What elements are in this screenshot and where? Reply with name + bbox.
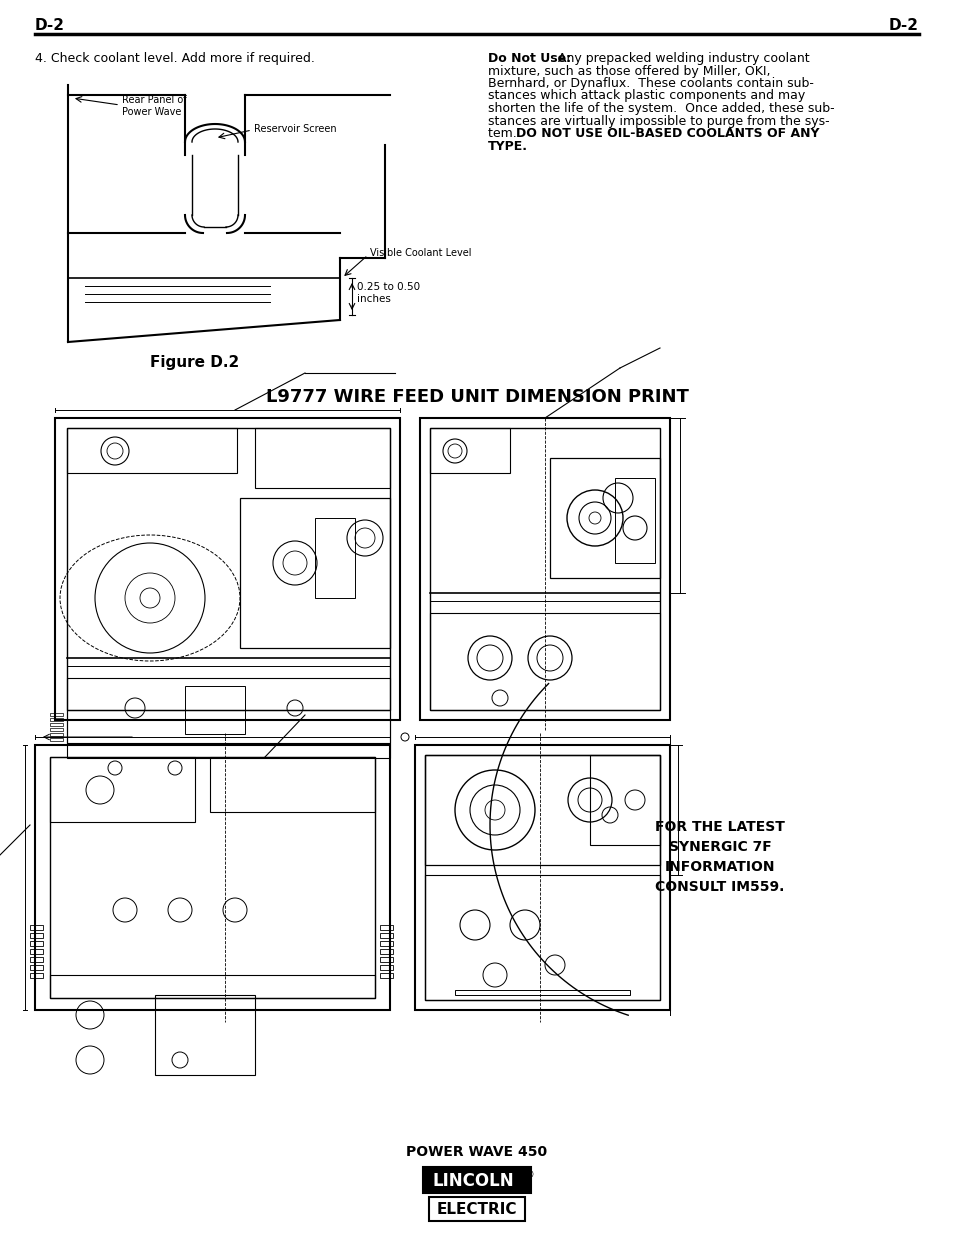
Bar — [455, 990, 629, 995]
Text: shorten the life of the system.  Once added, these sub-: shorten the life of the system. Once add… — [488, 103, 834, 115]
Bar — [379, 948, 393, 953]
Bar — [67, 678, 390, 743]
Bar — [50, 757, 194, 823]
Text: Bernhard, or Dynaflux.  These coolants contain sub-: Bernhard, or Dynaflux. These coolants co… — [488, 77, 813, 90]
Bar — [314, 517, 355, 598]
Bar — [30, 948, 43, 953]
Text: Do Not Use:: Do Not Use: — [488, 52, 571, 65]
Text: ELECTRIC: ELECTRIC — [436, 1203, 517, 1218]
Bar — [154, 995, 254, 1074]
Text: SYNERGIC 7F: SYNERGIC 7F — [668, 840, 771, 853]
Bar — [430, 429, 659, 710]
Text: Rear Panel of
Power Wave: Rear Panel of Power Wave — [122, 95, 187, 116]
Bar — [50, 713, 63, 716]
Bar — [379, 941, 393, 946]
Bar — [67, 710, 390, 758]
Bar — [67, 429, 236, 473]
Bar — [379, 965, 393, 969]
Bar — [67, 429, 390, 710]
Bar — [30, 973, 43, 978]
Bar — [415, 745, 669, 1010]
Bar — [429, 1197, 524, 1221]
Bar — [50, 974, 375, 998]
Text: LINCOLN: LINCOLN — [432, 1172, 514, 1191]
Bar — [30, 957, 43, 962]
Text: DO NOT USE OIL-BASED COOLANTS OF ANY: DO NOT USE OIL-BASED COOLANTS OF ANY — [516, 127, 819, 140]
Text: CONSULT IM559.: CONSULT IM559. — [655, 881, 784, 894]
Bar — [589, 755, 659, 845]
Bar — [424, 755, 659, 864]
Text: INFORMATION: INFORMATION — [664, 860, 775, 874]
Text: TYPE.: TYPE. — [488, 140, 527, 152]
Bar — [50, 757, 375, 998]
Text: 0.25 to 0.50
inches: 0.25 to 0.50 inches — [356, 283, 419, 304]
Bar — [422, 1167, 531, 1193]
Bar — [30, 932, 43, 939]
Bar — [430, 429, 510, 473]
Bar — [185, 685, 245, 734]
Bar — [210, 757, 375, 811]
Bar — [30, 925, 43, 930]
Text: Figure D.2: Figure D.2 — [151, 354, 239, 370]
Bar — [30, 941, 43, 946]
Text: stances are virtually impossible to purge from the sys-: stances are virtually impossible to purg… — [488, 115, 829, 127]
Bar — [379, 925, 393, 930]
Text: stances which attack plastic components and may: stances which attack plastic components … — [488, 89, 804, 103]
Bar — [50, 734, 63, 736]
Text: mixture, such as those offered by Miller, OKI,: mixture, such as those offered by Miller… — [488, 64, 770, 78]
Bar — [254, 429, 390, 488]
Bar — [50, 727, 63, 731]
Bar — [615, 478, 655, 563]
Bar — [430, 613, 659, 710]
Text: tem.: tem. — [488, 127, 524, 140]
Bar — [379, 957, 393, 962]
Text: Reservoir Screen: Reservoir Screen — [253, 124, 336, 135]
Bar — [424, 876, 659, 1000]
Text: Any prepacked welding industry coolant: Any prepacked welding industry coolant — [550, 52, 809, 65]
Bar — [379, 932, 393, 939]
Bar — [419, 417, 669, 720]
Text: POWER WAVE 450: POWER WAVE 450 — [406, 1145, 547, 1158]
Text: ®: ® — [524, 1170, 535, 1179]
Text: L9777 WIRE FEED UNIT DIMENSION PRINT: L9777 WIRE FEED UNIT DIMENSION PRINT — [265, 388, 688, 406]
Bar — [55, 417, 399, 720]
Bar — [50, 722, 63, 726]
Bar — [379, 973, 393, 978]
Bar — [550, 458, 659, 578]
Bar — [30, 965, 43, 969]
Bar — [50, 739, 63, 741]
Bar — [424, 755, 659, 1000]
Text: FOR THE LATEST: FOR THE LATEST — [655, 820, 784, 834]
Text: Visible Coolant Level: Visible Coolant Level — [370, 248, 471, 258]
Bar — [35, 745, 390, 1010]
Bar — [50, 718, 63, 721]
Bar — [240, 498, 390, 648]
Text: D-2: D-2 — [888, 19, 918, 33]
Text: 4. Check coolant level. Add more if required.: 4. Check coolant level. Add more if requ… — [35, 52, 314, 65]
Text: D-2: D-2 — [35, 19, 65, 33]
